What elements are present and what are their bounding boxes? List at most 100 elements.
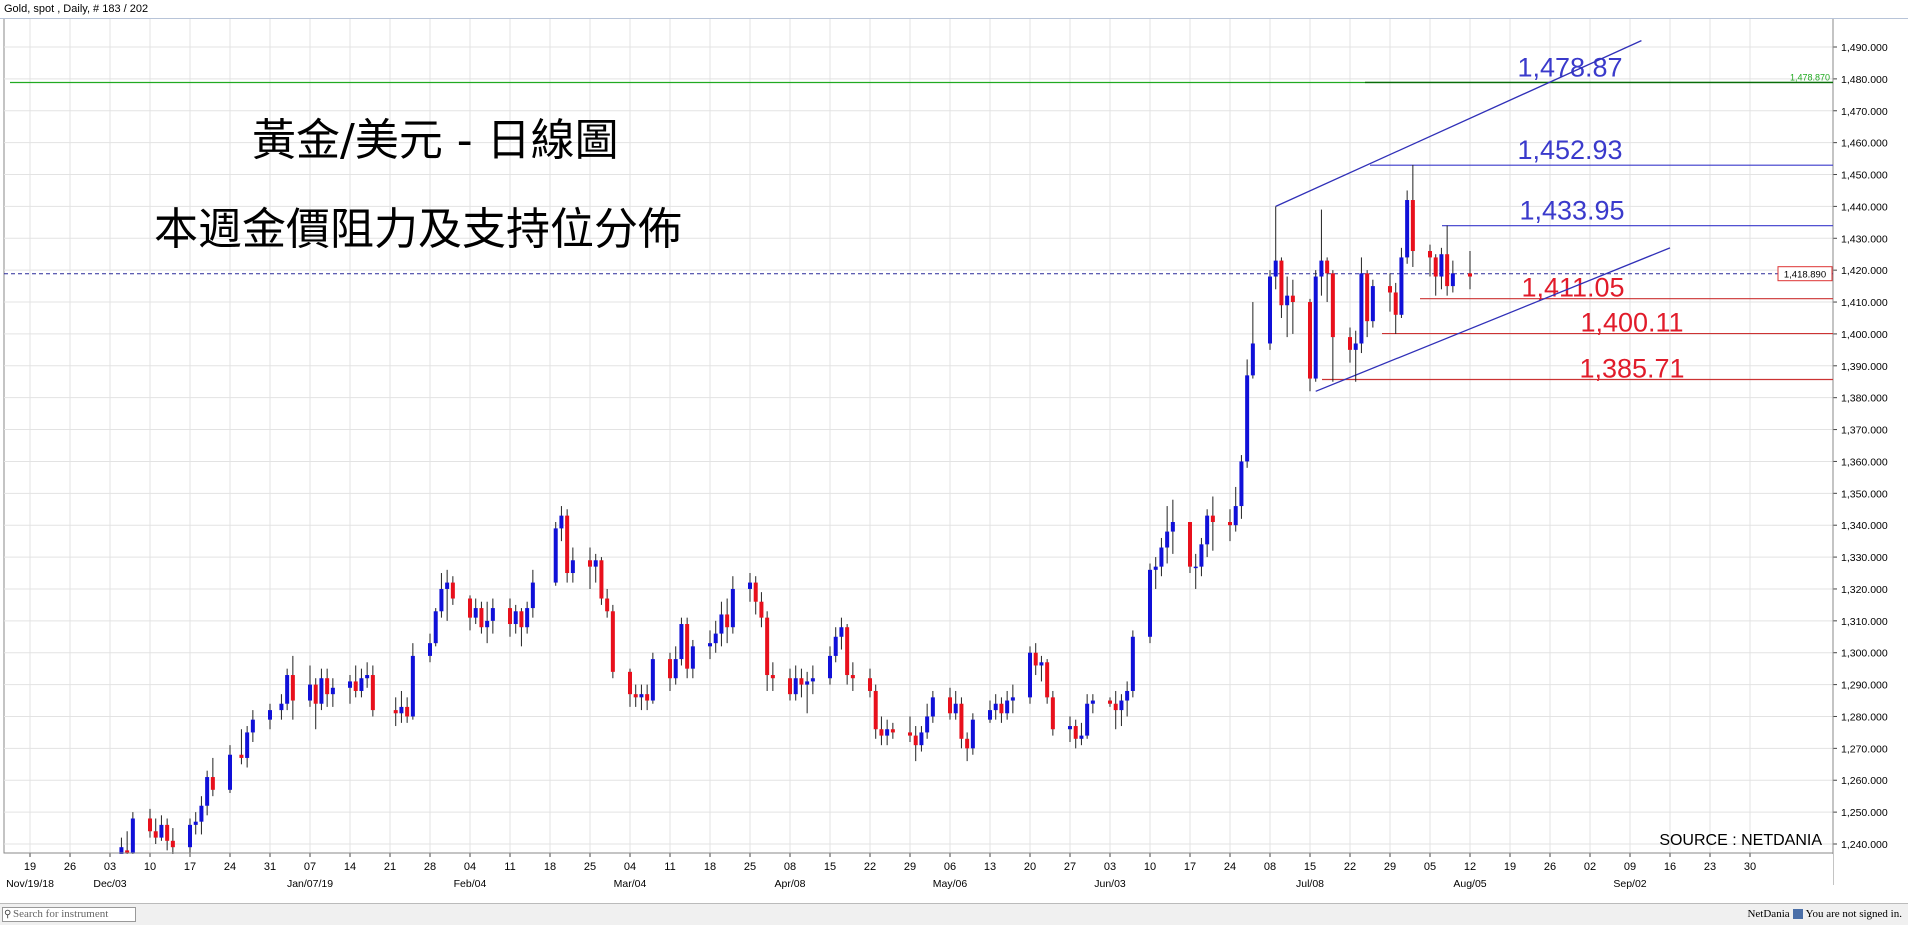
candle-up bbox=[839, 627, 844, 637]
candle-up bbox=[1010, 697, 1015, 701]
candle-up bbox=[428, 643, 432, 656]
candle-up bbox=[445, 582, 450, 589]
candle-down bbox=[1348, 337, 1352, 350]
candle-up bbox=[1193, 566, 1198, 569]
candle-up bbox=[559, 515, 564, 529]
brand-square-icon bbox=[1792, 909, 1803, 920]
green-level-tag: 1,478.870 bbox=[1790, 72, 1830, 82]
candle-down bbox=[1210, 515, 1215, 523]
y-tick-label: 1,390.000 bbox=[1841, 361, 1888, 373]
candle-up bbox=[1039, 662, 1044, 666]
candle-down bbox=[325, 678, 330, 695]
candle-down bbox=[633, 694, 638, 698]
candle-down bbox=[1330, 273, 1335, 338]
candle-up bbox=[1085, 703, 1090, 736]
candle-up bbox=[1313, 276, 1318, 379]
signin-status[interactable]: You are not signed in. bbox=[1805, 908, 1902, 920]
candle-up bbox=[1239, 461, 1244, 507]
candle-up bbox=[719, 614, 724, 634]
x-tick-label: 24 bbox=[1224, 861, 1236, 873]
candle-down bbox=[1445, 254, 1450, 287]
candle-up bbox=[1125, 690, 1130, 701]
candle-up bbox=[279, 703, 284, 711]
chart-heading: 黃金/美元 - 日線圖 bbox=[252, 115, 619, 166]
candle-up bbox=[410, 655, 415, 717]
candle-up bbox=[919, 732, 924, 746]
y-tick-label: 1,450.000 bbox=[1841, 170, 1888, 182]
x-tick-label: 04 bbox=[464, 861, 476, 873]
candle-up bbox=[1359, 273, 1364, 344]
candle-up bbox=[399, 706, 404, 714]
candle-up bbox=[199, 805, 204, 822]
y-tick-label: 1,470.000 bbox=[1841, 106, 1888, 118]
candle-down bbox=[148, 818, 152, 832]
x-tick-label: 03 bbox=[104, 861, 116, 873]
candle-up bbox=[1028, 652, 1032, 698]
candle-down bbox=[1308, 302, 1312, 379]
x-tick-label: 27 bbox=[1064, 861, 1076, 873]
y-tick-label: 1,240.000 bbox=[1841, 839, 1888, 851]
candlestick-chart[interactable]: 1,240.000 1,250.000 1,260.000 1,270.000 1,28… bbox=[0, 0, 1908, 903]
y-tick-label: 1,290.000 bbox=[1841, 680, 1888, 692]
x-tick-label: 15 bbox=[824, 861, 836, 873]
x-month-label: Nov/19/18 bbox=[6, 878, 54, 890]
candle-up bbox=[793, 678, 798, 695]
candle-up bbox=[553, 528, 558, 583]
channel-lower-line bbox=[1315, 247, 1671, 392]
y-tick-label: 1,440.000 bbox=[1841, 201, 1888, 213]
candle-up bbox=[1153, 566, 1158, 570]
x-tick-label: 18 bbox=[544, 861, 556, 873]
x-tick-label: 10 bbox=[144, 861, 156, 873]
y-tick-label: 1,270.000 bbox=[1841, 743, 1888, 755]
instrument-search-input[interactable]: ⚲ Search for instrument bbox=[2, 907, 136, 922]
source-label: SOURCE : NETDANIA bbox=[1659, 832, 1822, 849]
candle-down bbox=[1108, 700, 1112, 704]
candle-up bbox=[188, 824, 192, 848]
candle-up bbox=[193, 821, 198, 825]
candle-down bbox=[165, 824, 170, 841]
y-tick-label: 1,330.000 bbox=[1841, 552, 1888, 564]
candle-down bbox=[1073, 726, 1078, 739]
candle-down bbox=[1033, 652, 1038, 666]
x-tick-label: 23 bbox=[1704, 861, 1716, 873]
x-tick-label: 11 bbox=[664, 861, 675, 873]
candle-up bbox=[530, 582, 535, 609]
candle-up bbox=[970, 719, 975, 749]
resistance-label: 1,452.93 bbox=[1517, 135, 1622, 165]
y-tick-label: 1,490.000 bbox=[1841, 42, 1888, 54]
candle-down bbox=[1410, 200, 1415, 252]
candle-down bbox=[628, 671, 632, 695]
candle-up bbox=[485, 620, 490, 628]
candle-up bbox=[490, 608, 495, 621]
candle-down bbox=[788, 678, 792, 695]
candle-down bbox=[370, 675, 375, 711]
candle-down bbox=[353, 681, 358, 691]
candle-down bbox=[668, 659, 672, 679]
candle-up bbox=[730, 588, 735, 628]
candle-down bbox=[845, 627, 850, 676]
candle-down bbox=[1365, 273, 1370, 322]
candle-up bbox=[1199, 544, 1204, 567]
candle-up bbox=[1250, 343, 1255, 376]
candle-down bbox=[1050, 697, 1055, 730]
candle-up bbox=[1353, 343, 1358, 350]
candle-up bbox=[1405, 200, 1410, 258]
candle-down bbox=[1428, 251, 1432, 258]
candle-up bbox=[1450, 273, 1455, 287]
candle-up bbox=[285, 675, 290, 704]
x-tick-label: 10 bbox=[1144, 861, 1156, 873]
candle-up bbox=[885, 729, 890, 736]
candle-down bbox=[468, 598, 472, 618]
x-tick-label: 21 bbox=[384, 861, 396, 873]
x-tick-label: 22 bbox=[1344, 861, 1356, 873]
x-tick-label: 07 bbox=[304, 861, 316, 873]
candle-up bbox=[1068, 726, 1072, 730]
y-tick-label: 1,400.000 bbox=[1841, 329, 1888, 341]
candle-up bbox=[205, 777, 210, 806]
candle-down bbox=[868, 678, 872, 691]
search-placeholder: Search for instrument bbox=[13, 908, 109, 920]
x-tick-label: 08 bbox=[784, 861, 796, 873]
candle-up bbox=[1170, 522, 1175, 532]
candle-down bbox=[313, 684, 318, 704]
x-month-label: Dec/03 bbox=[93, 878, 126, 890]
